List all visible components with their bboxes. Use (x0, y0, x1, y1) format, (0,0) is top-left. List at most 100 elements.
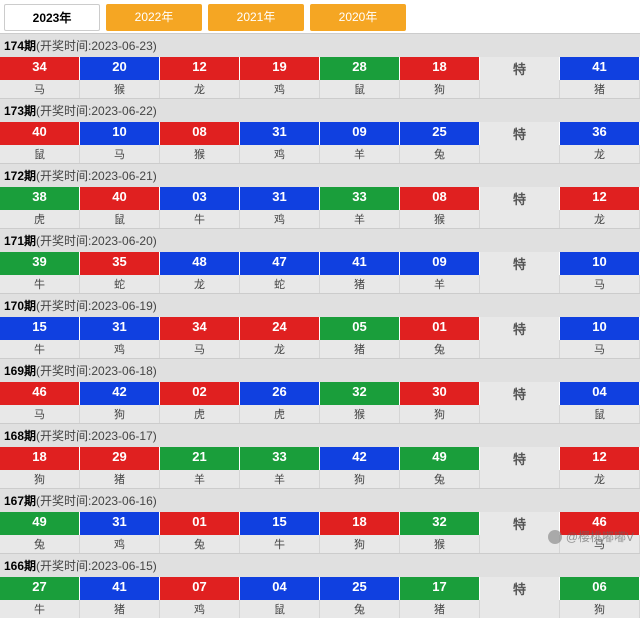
draw-171: 171期(开奖时间:2023-06-20)393548474109特10牛蛇龙蛇… (0, 228, 640, 293)
draw-header: 172期(开奖时间:2023-06-21) (0, 164, 640, 187)
ball-number: 38 (0, 187, 80, 210)
special-number: 36 (560, 122, 640, 145)
ball-zodiac: 龙 (160, 80, 240, 98)
ball-number: 40 (0, 122, 80, 145)
ball-number: 30 (400, 382, 480, 405)
ball-zodiac: 猴 (400, 535, 480, 553)
ball-zodiac: 猴 (160, 145, 240, 163)
ball-number: 03 (160, 187, 240, 210)
ball-number: 31 (80, 317, 160, 340)
special-number: 06 (560, 577, 640, 600)
ball-zodiac: 鸡 (240, 210, 320, 228)
ball-zodiac: 马 (0, 405, 80, 423)
year-tab-2022年[interactable]: 2022年 (106, 4, 202, 31)
draw-header: 166期(开奖时间:2023-06-15) (0, 554, 640, 577)
ball-zodiac: 狗 (400, 80, 480, 98)
ball-number: 18 (0, 447, 80, 470)
ball-number: 26 (240, 382, 320, 405)
ball-zodiac: 猪 (400, 600, 480, 618)
special-zodiac: 龙 (560, 145, 640, 163)
te-label-spacer (480, 145, 560, 163)
ball-number: 21 (160, 447, 240, 470)
ball-number: 10 (80, 122, 160, 145)
ball-number: 41 (80, 577, 160, 600)
ball-number: 33 (320, 187, 400, 210)
ball-zodiac: 狗 (400, 405, 480, 423)
ball-zodiac: 狗 (320, 535, 400, 553)
ball-number: 18 (320, 512, 400, 535)
ball-zodiac: 牛 (0, 600, 80, 618)
te-label-spacer (480, 600, 560, 618)
ball-zodiac: 鼠 (240, 600, 320, 618)
ball-zodiac: 鸡 (80, 340, 160, 358)
special-zodiac: 鼠 (560, 405, 640, 423)
ball-zodiac: 猴 (400, 210, 480, 228)
ball-number: 09 (400, 252, 480, 275)
ball-number: 07 (160, 577, 240, 600)
ball-number: 12 (160, 57, 240, 80)
ball-number: 24 (240, 317, 320, 340)
ball-zodiac: 牛 (0, 275, 80, 293)
ball-zodiac: 猪 (80, 600, 160, 618)
ball-zodiac: 鸡 (160, 600, 240, 618)
ball-number: 04 (240, 577, 320, 600)
ball-number: 01 (400, 317, 480, 340)
ball-number: 15 (240, 512, 320, 535)
ball-zodiac: 猪 (320, 340, 400, 358)
ball-zodiac: 猪 (320, 275, 400, 293)
ball-zodiac: 兔 (0, 535, 80, 553)
te-label: 特 (480, 382, 560, 405)
ball-number: 39 (0, 252, 80, 275)
ball-zodiac: 牛 (160, 210, 240, 228)
te-label-spacer (480, 470, 560, 488)
draw-169: 169期(开奖时间:2023-06-18)464202263230特04马狗虎虎… (0, 358, 640, 423)
ball-zodiac: 狗 (320, 470, 400, 488)
ball-number: 33 (240, 447, 320, 470)
year-tab-2023年[interactable]: 2023年 (4, 4, 100, 31)
ball-number: 49 (400, 447, 480, 470)
ball-number: 25 (320, 577, 400, 600)
ball-zodiac: 猪 (80, 470, 160, 488)
ball-zodiac: 龙 (160, 275, 240, 293)
te-label: 特 (480, 317, 560, 340)
special-zodiac: 马 (560, 340, 640, 358)
ball-zodiac: 马 (80, 145, 160, 163)
draw-172: 172期(开奖时间:2023-06-21)384003313308特12虎鼠牛鸡… (0, 163, 640, 228)
ball-number: 01 (160, 512, 240, 535)
ball-zodiac: 龙 (240, 340, 320, 358)
ball-number: 40 (80, 187, 160, 210)
draw-list: 174期(开奖时间:2023-06-23)342012192818特41马猴龙鸡… (0, 33, 640, 618)
ball-zodiac: 牛 (0, 340, 80, 358)
ball-zodiac: 马 (0, 80, 80, 98)
ball-zodiac: 羊 (160, 470, 240, 488)
year-tab-2020年[interactable]: 2020年 (310, 4, 406, 31)
year-tabs: 2023年2022年2021年2020年 (0, 0, 640, 33)
ball-number: 46 (0, 382, 80, 405)
ball-number: 31 (240, 122, 320, 145)
te-label-spacer (480, 210, 560, 228)
ball-number: 08 (160, 122, 240, 145)
ball-zodiac: 兔 (320, 600, 400, 618)
ball-number: 32 (320, 382, 400, 405)
draw-167: 167期(开奖时间:2023-06-16)493101151832特46兔鸡兔牛… (0, 488, 640, 553)
ball-zodiac: 马 (160, 340, 240, 358)
te-label-spacer (480, 275, 560, 293)
draw-header: 170期(开奖时间:2023-06-19) (0, 294, 640, 317)
ball-zodiac: 猴 (80, 80, 160, 98)
draw-header: 169期(开奖时间:2023-06-18) (0, 359, 640, 382)
special-zodiac: 龙 (560, 470, 640, 488)
ball-number: 34 (0, 57, 80, 80)
special-number: 10 (560, 317, 640, 340)
ball-zodiac: 鼠 (80, 210, 160, 228)
draw-166: 166期(开奖时间:2023-06-15)274107042517特06牛猪鸡鼠… (0, 553, 640, 618)
ball-number: 35 (80, 252, 160, 275)
ball-zodiac: 鸡 (240, 145, 320, 163)
draw-header: 168期(开奖时间:2023-06-17) (0, 424, 640, 447)
year-tab-2021年[interactable]: 2021年 (208, 4, 304, 31)
ball-number: 34 (160, 317, 240, 340)
ball-zodiac: 鸡 (80, 535, 160, 553)
ball-zodiac: 猴 (320, 405, 400, 423)
ball-number: 41 (320, 252, 400, 275)
ball-zodiac: 鸡 (240, 80, 320, 98)
ball-number: 18 (400, 57, 480, 80)
